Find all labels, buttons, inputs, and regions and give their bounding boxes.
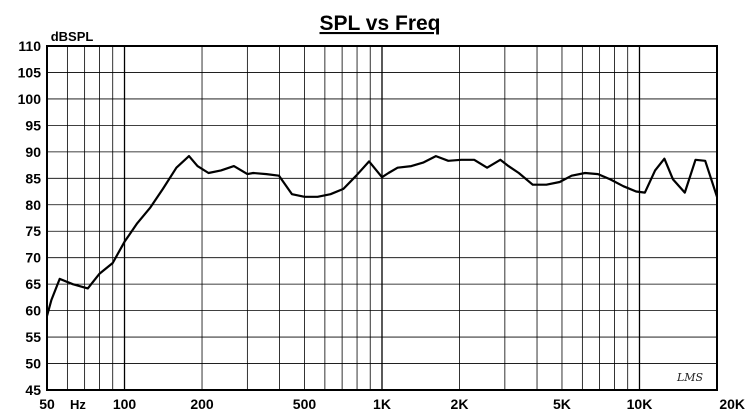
grid-lines bbox=[47, 46, 717, 390]
x-axis-unit-label: Hz bbox=[70, 397, 86, 412]
x-tick-label: 100 bbox=[113, 396, 137, 412]
y-tick-label: 100 bbox=[18, 91, 42, 107]
x-tick-label: 1K bbox=[373, 396, 391, 412]
y-axis-label: dBSPL bbox=[51, 29, 94, 44]
x-tick-label: 20K bbox=[719, 396, 745, 412]
y-tick-label: 85 bbox=[25, 170, 41, 186]
x-tick-label: 200 bbox=[190, 396, 214, 412]
y-tick-label: 75 bbox=[25, 223, 41, 239]
y-tick-label: 90 bbox=[25, 144, 41, 160]
y-tick-label: 60 bbox=[25, 303, 41, 319]
x-tick-label: 500 bbox=[293, 396, 317, 412]
series-layer bbox=[45, 155, 719, 317]
y-tick-label: 80 bbox=[25, 197, 41, 213]
y-tick-labels: 45 50 55 60 65 70 75 80 85 90 95 100 105 110 bbox=[18, 38, 42, 398]
y-tick-label: 110 bbox=[18, 38, 41, 54]
y-tick-label: 50 bbox=[25, 356, 41, 372]
lms-watermark: LMS bbox=[676, 371, 704, 384]
x-tick-label: 50 bbox=[39, 396, 55, 412]
chart-title: SPL vs Freq bbox=[320, 12, 441, 35]
x-tick-label: 5K bbox=[553, 396, 571, 412]
y-tick-label: 45 bbox=[25, 382, 41, 398]
plot-frame bbox=[46, 45, 718, 391]
y-tick-label: 70 bbox=[25, 250, 41, 266]
x-tick-label: 10K bbox=[627, 396, 653, 412]
x-tick-label: 2K bbox=[451, 396, 469, 412]
y-tick-label: 95 bbox=[25, 117, 41, 133]
y-tick-label: 55 bbox=[25, 329, 41, 345]
spl-response-line bbox=[45, 155, 719, 317]
y-tick-label: 65 bbox=[25, 276, 41, 292]
y-tick-label: 105 bbox=[18, 64, 42, 80]
x-tick-labels: 50 100 200 500 1K 2K 5K 10K 20K bbox=[39, 396, 745, 412]
